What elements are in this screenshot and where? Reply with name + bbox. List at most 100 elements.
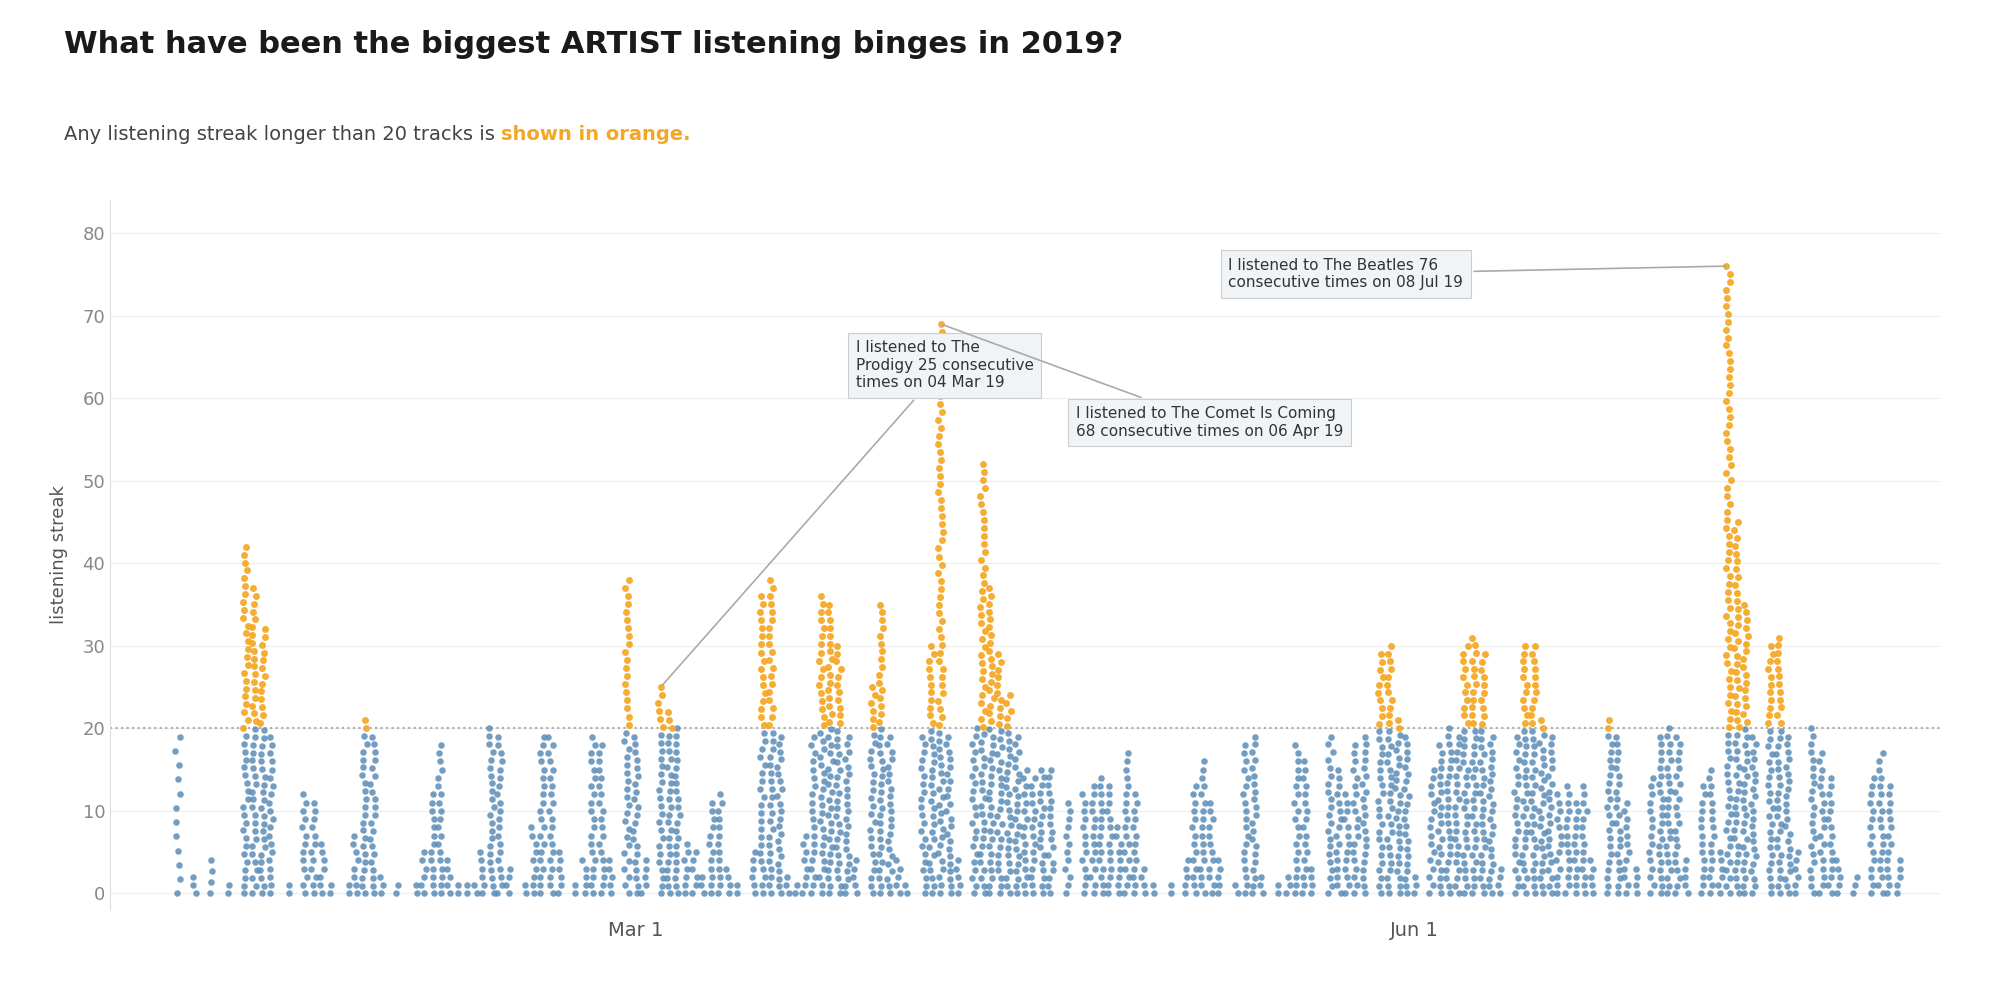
Point xyxy=(1052,819,1084,835)
Point xyxy=(806,685,838,701)
Point xyxy=(854,743,886,759)
Point xyxy=(1778,861,1810,877)
Point xyxy=(358,885,390,901)
Point xyxy=(230,649,262,665)
Point xyxy=(1686,803,1718,819)
Point xyxy=(816,839,848,855)
Point xyxy=(1338,836,1370,852)
Point xyxy=(1430,862,1462,878)
Point xyxy=(976,768,1008,784)
Point xyxy=(256,753,288,769)
Point xyxy=(426,861,458,877)
Point xyxy=(982,762,1014,778)
Point xyxy=(1720,585,1752,601)
Point xyxy=(1084,811,1116,827)
Point xyxy=(300,869,332,885)
Point xyxy=(246,707,278,723)
Point xyxy=(256,762,288,778)
Point xyxy=(1390,885,1422,901)
Point xyxy=(236,885,268,901)
Point xyxy=(814,854,846,870)
Point xyxy=(574,778,606,794)
Point xyxy=(922,725,954,741)
Point xyxy=(1600,729,1632,745)
Point xyxy=(240,666,272,682)
Point xyxy=(934,863,966,879)
Point xyxy=(1542,885,1574,901)
Point xyxy=(1372,677,1404,693)
Point xyxy=(1424,760,1456,776)
Point xyxy=(646,822,678,838)
Point xyxy=(426,869,458,885)
Point xyxy=(670,877,702,893)
Point xyxy=(1808,852,1840,868)
Point xyxy=(1876,819,1908,835)
Point xyxy=(1392,788,1424,804)
Point xyxy=(238,791,270,807)
Point xyxy=(1362,878,1394,894)
Point xyxy=(924,805,956,821)
Point xyxy=(1762,878,1794,894)
Point xyxy=(1440,870,1472,886)
Point xyxy=(958,838,990,854)
Point xyxy=(1084,795,1116,811)
Point xyxy=(1448,855,1480,871)
Point xyxy=(476,878,508,894)
Point xyxy=(710,861,742,877)
Point xyxy=(1510,777,1542,793)
Point xyxy=(1872,869,1904,885)
Point xyxy=(1710,282,1742,298)
Point xyxy=(1398,885,1430,901)
Point xyxy=(1600,815,1632,831)
Point xyxy=(746,612,778,628)
Point xyxy=(1838,877,1870,893)
Point xyxy=(1392,766,1424,782)
Point xyxy=(1280,877,1312,893)
Point xyxy=(1456,792,1488,808)
Point xyxy=(960,720,992,736)
Point xyxy=(1560,861,1592,877)
Point xyxy=(1240,729,1272,745)
Point xyxy=(614,853,646,869)
Point xyxy=(1240,752,1272,768)
Point xyxy=(1864,753,1896,769)
Point xyxy=(934,811,966,827)
Point xyxy=(1518,847,1550,863)
Point xyxy=(874,885,906,901)
Point xyxy=(1702,877,1734,893)
Point xyxy=(1500,885,1532,901)
Point xyxy=(646,679,678,695)
Point xyxy=(1690,786,1722,802)
Point xyxy=(786,885,818,901)
Point xyxy=(678,852,710,868)
Point xyxy=(1544,795,1576,811)
Point xyxy=(956,791,988,807)
Point xyxy=(1714,806,1746,822)
Point xyxy=(934,833,966,849)
Point xyxy=(1452,878,1484,894)
Point xyxy=(812,682,844,698)
Point xyxy=(164,871,196,887)
Point xyxy=(1228,762,1260,778)
Point xyxy=(1384,855,1416,871)
Point xyxy=(1424,846,1456,862)
Point xyxy=(1796,720,1828,736)
Point xyxy=(608,733,640,749)
Point xyxy=(1518,653,1550,669)
Point xyxy=(616,831,648,847)
Point xyxy=(924,388,956,404)
Point xyxy=(474,728,506,744)
Point xyxy=(1552,836,1584,852)
Point xyxy=(1594,791,1626,807)
Point xyxy=(630,852,662,868)
Point xyxy=(1552,844,1584,860)
Point xyxy=(1660,831,1692,847)
Point xyxy=(236,799,268,815)
Point xyxy=(1110,828,1142,844)
Point xyxy=(746,741,778,757)
Point xyxy=(976,846,1008,862)
Point xyxy=(982,685,1014,701)
Point xyxy=(1460,777,1492,793)
Point xyxy=(1330,885,1362,901)
Point xyxy=(806,636,838,652)
